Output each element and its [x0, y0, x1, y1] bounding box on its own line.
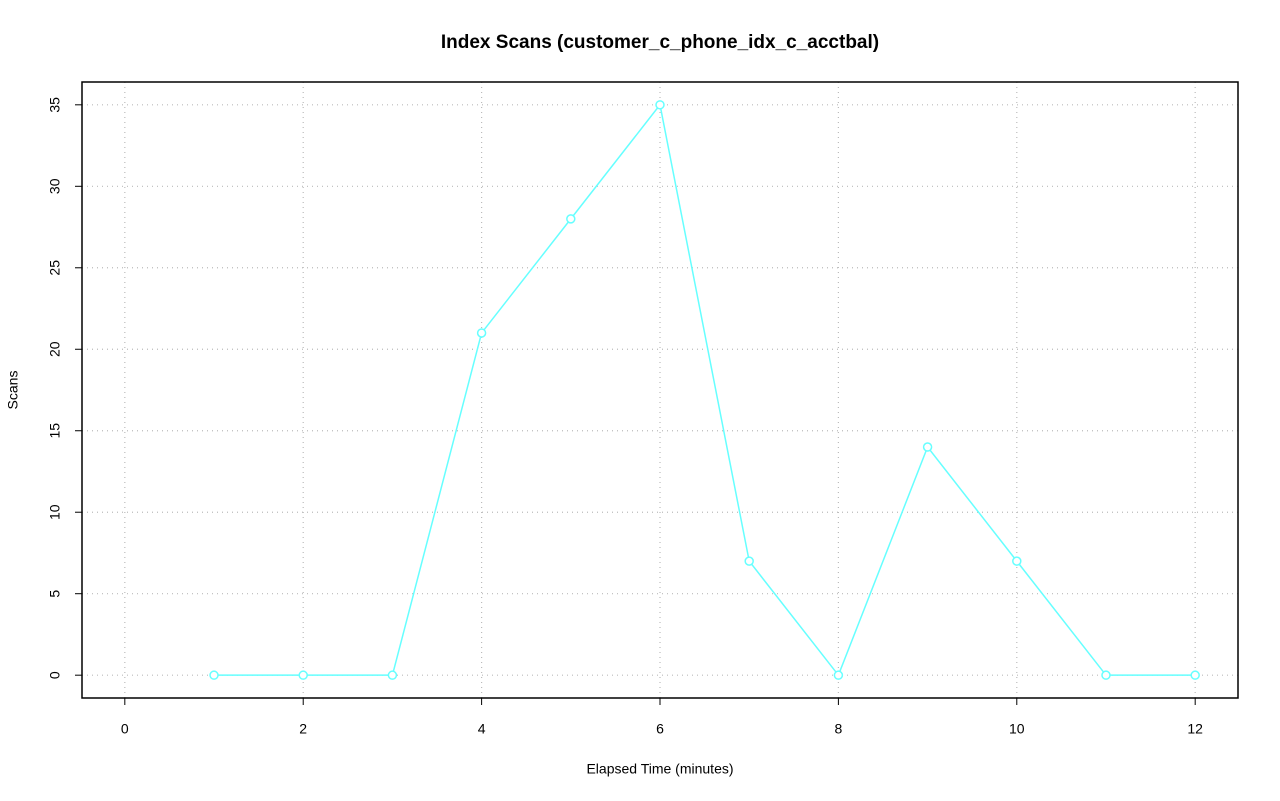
x-tick-label: 8 — [834, 721, 842, 737]
x-tick-label: 0 — [121, 721, 129, 737]
x-axis-label: Elapsed Time (minutes) — [586, 761, 733, 777]
data-point — [298, 670, 308, 680]
data-point — [209, 670, 219, 680]
y-tick-label: 20 — [47, 341, 63, 357]
y-tick-label: 30 — [47, 178, 63, 194]
x-tick-label: 6 — [656, 721, 664, 737]
data-point — [655, 100, 665, 110]
y-tick-label: 5 — [47, 590, 63, 598]
data-point — [566, 214, 576, 224]
data-point — [1012, 556, 1022, 566]
data-point — [1190, 670, 1200, 680]
y-tick-label: 15 — [47, 423, 63, 439]
data-point — [387, 670, 398, 680]
data-point — [922, 442, 933, 452]
y-tick-label: 0 — [47, 671, 63, 679]
y-tick-label: 10 — [47, 504, 63, 520]
chart-title: Index Scans (customer_c_phone_idx_c_acct… — [441, 32, 879, 53]
data-point — [476, 328, 487, 338]
x-tick-label: 2 — [299, 721, 307, 737]
x-tick-label: 10 — [1009, 721, 1025, 737]
y-tick-label: 35 — [47, 97, 63, 113]
data-line — [214, 103, 1196, 677]
x-tick-label: 4 — [478, 721, 486, 737]
y-axis-label: Scans — [5, 371, 21, 410]
data-point — [744, 556, 754, 566]
y-tick-label: 25 — [47, 260, 63, 276]
data-point — [833, 670, 844, 680]
plot-frame — [81, 81, 1239, 699]
x-tick-label: 12 — [1187, 721, 1203, 737]
data-point — [1101, 670, 1111, 680]
